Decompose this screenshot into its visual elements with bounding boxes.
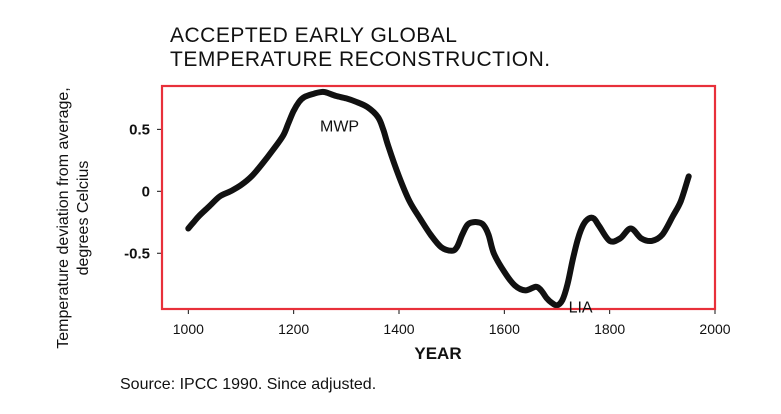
- annotation-mwp: MWP: [320, 119, 359, 136]
- x-tick-label: 1000: [173, 321, 204, 337]
- x-tick-label: 1600: [489, 321, 520, 337]
- x-axis-title: YEAR: [414, 344, 461, 363]
- y-tick-label: 0.5: [129, 121, 150, 138]
- y-axis-ticks: 0.5 0 -0.5: [124, 121, 162, 262]
- y-axis-title-line-2: degrees Celcius: [75, 161, 92, 276]
- source-note: Source: IPCC 1990. Since adjusted.: [120, 376, 376, 393]
- temperature-series-line: [185, 88, 692, 309]
- y-tick-label: -0.5: [124, 245, 150, 262]
- x-tick-label: 1400: [383, 321, 414, 337]
- x-tick-label: 1200: [278, 321, 309, 337]
- chart-title-line-1: ACCEPTED EARLY GLOBAL: [170, 24, 458, 47]
- annotation-lia: LIA: [569, 300, 593, 317]
- x-tick-label: 1800: [594, 321, 625, 337]
- chart-annotations: MWP LIA: [320, 119, 593, 317]
- x-tick-label: 2000: [699, 321, 730, 337]
- y-tick-label: 0: [142, 183, 150, 200]
- x-axis-ticks: 1000 1200 1400 1600 1800 2000: [173, 309, 731, 337]
- chart-title-line-2: TEMPERATURE RECONSTRUCTION.: [170, 48, 551, 71]
- plot-frame: [160, 84, 717, 311]
- y-axis-title-line-1: Temperature deviation from average,: [55, 87, 72, 348]
